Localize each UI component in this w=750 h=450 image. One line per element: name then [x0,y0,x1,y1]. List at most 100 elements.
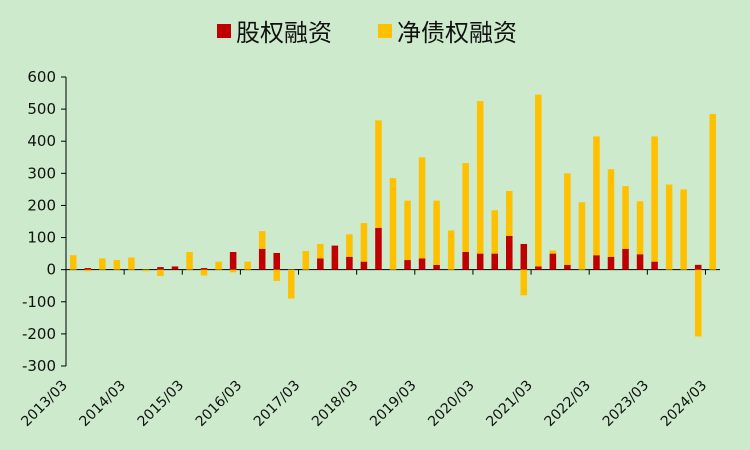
bar-equity-financing [462,252,469,270]
bar-net-debt-financing [578,202,586,270]
legend-swatch-equity [217,24,231,38]
bar-net-debt-financing [404,200,411,261]
x-tick-label: 2024/03 [658,378,710,430]
bar-net-debt-financing [142,269,150,272]
bar-net-debt-financing [476,101,484,254]
bar-net-debt-financing [346,234,353,257]
y-tick-label: -100 [22,293,56,311]
x-tick-label: 2023/03 [600,378,652,430]
y-tick-label: 100 [27,229,56,247]
bar-net-debt-financing [418,157,426,259]
bar-net-debt-financing [258,231,266,249]
bar-equity-financing [317,258,324,270]
bar-net-debt-financing [128,257,135,270]
bar-equity-financing [360,261,368,270]
x-tick-label: 2018/03 [309,378,361,430]
bar-equity-financing [171,266,179,270]
bar-net-debt-financing [622,186,629,249]
bar-equity-financing [433,264,440,270]
bar-net-debt-financing [665,184,673,270]
y-tick-label: 300 [27,164,56,182]
x-tick-label: 2019/03 [367,378,419,430]
bar-equity-financing [564,264,571,270]
x-tick-label: 2017/03 [251,378,303,430]
x-tick-label: 2014/03 [77,378,129,430]
bar-equity-financing [491,253,499,270]
legend-label-equity: 股权融资 [236,19,332,47]
bar-equity-financing [535,266,542,270]
bar-equity-financing [331,245,339,270]
bar-equity-financing [476,253,484,270]
bar-equity-financing [200,268,208,270]
bar-net-debt-financing [462,163,469,253]
bar-net-debt-financing [549,250,557,254]
bar-equity-financing [622,248,629,270]
bar-net-debt-financing [636,201,644,255]
bar-equity-financing [273,252,281,270]
bar-net-debt-financing [389,178,397,270]
legend-swatch-net-debt [378,24,392,38]
y-tick-label: 0 [46,261,56,279]
bar-equity-financing [258,248,266,270]
bar-net-debt-financing [709,113,717,270]
y-tick-label: 400 [27,132,56,150]
bar-equity-financing [346,256,353,270]
bar-net-debt-financing [317,243,324,259]
legend: 股权融资 净债权融资 [217,19,517,47]
bar-net-debt-financing [99,258,106,270]
bar-net-debt-financing [84,269,92,272]
bar-net-debt-financing [593,136,600,256]
bar-net-debt-financing [287,269,295,299]
bar-net-debt-financing [229,269,237,273]
bar-net-debt-financing [535,94,542,267]
bar-net-debt-financing [651,136,658,262]
bars [69,94,717,337]
bar-equity-financing [607,256,615,270]
bar-net-debt-financing [491,210,499,254]
bar-equity-financing [375,227,382,270]
bar-net-debt-financing [302,251,310,270]
bar-equity-financing [636,254,644,270]
bar-equity-financing [157,267,164,270]
bar-net-debt-financing [273,269,281,281]
x-tick-label: 2022/03 [542,378,594,430]
bar-equity-financing [593,255,600,270]
bar-equity-financing [549,253,557,270]
bar-net-debt-financing [433,200,440,265]
bar-equity-financing [651,261,658,270]
x-tick-label: 2021/03 [483,378,535,430]
bar-net-debt-financing [694,269,702,337]
bar-net-debt-financing [607,169,615,257]
bar-net-debt-financing [564,173,571,265]
x-tick-label: 2016/03 [193,378,245,430]
legend-label-net-debt: 净债权融资 [397,19,517,47]
y-tick-label: -300 [22,357,56,375]
bar-net-debt-financing [680,189,687,270]
bar-net-debt-financing [215,261,222,270]
bar-net-debt-financing [157,269,164,277]
bar-net-debt-financing [447,230,455,270]
y-tick-label: 500 [27,100,56,118]
y-tick-label: -200 [22,325,56,343]
bar-equity-financing [418,258,426,270]
bar-net-debt-financing [200,269,208,276]
bar-net-debt-financing [186,252,193,270]
bar-equity-financing [520,243,528,270]
x-tick-label: 2020/03 [425,378,477,430]
bar-equity-financing [229,252,237,270]
bar-equity-financing [694,264,702,270]
bar-net-debt-financing [69,255,77,270]
x-tick-label: 2013/03 [18,378,70,430]
x-tick-label: 2015/03 [135,378,187,430]
bar-equity-financing [404,260,411,270]
bar-net-debt-financing [505,190,513,236]
y-tick-label: 200 [27,196,56,214]
y-tick-label: 600 [27,68,56,86]
bar-equity-financing [84,268,92,270]
bar-net-debt-financing [360,223,368,262]
bar-equity-financing [505,235,513,270]
bar-net-debt-financing [375,120,382,228]
bar-net-debt-financing [520,269,528,296]
